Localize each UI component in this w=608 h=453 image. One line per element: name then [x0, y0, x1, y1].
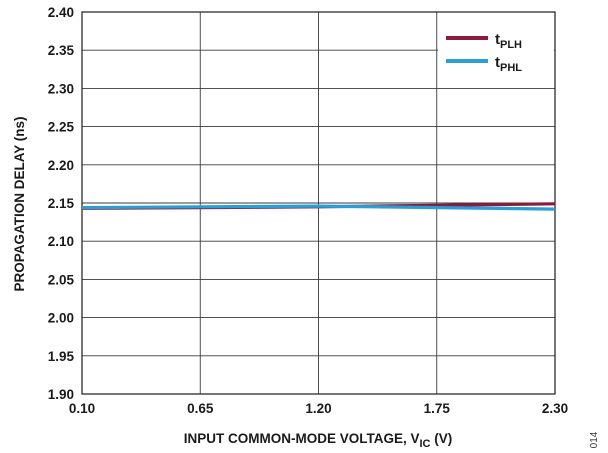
series-lines: [81, 202, 556, 211]
x-tick-label: 1.75: [424, 401, 451, 416]
x-axis-title-unit: (V): [434, 431, 452, 446]
figure-id: 014: [589, 431, 600, 448]
x-axis-title: INPUT COMMON-MODE VOLTAGE, VIC (V): [184, 431, 453, 450]
y-tick-label: 2.25: [48, 120, 75, 135]
legend-label-tplh-main: t: [495, 31, 500, 48]
x-tick-label: 0.10: [69, 401, 95, 416]
x-tick-label: 1.20: [305, 401, 331, 416]
x-axis-title-subscript: IC: [419, 438, 430, 450]
legend-label-tplh: tPLH: [495, 31, 522, 51]
x-tick-label: 0.65: [187, 401, 214, 416]
y-tick-label: 1.90: [48, 387, 74, 402]
y-tick-label: 2.10: [48, 234, 74, 249]
legend-label-tphl-main: t: [495, 54, 500, 71]
plot-frame: [81, 11, 556, 395]
y-tick-label: 2.40: [48, 5, 74, 20]
legend-label-tplh-subscript: PLH: [500, 39, 522, 51]
y-tick-label: 2.35: [48, 43, 75, 58]
x-axis-title-main: INPUT COMMON-MODE VOLTAGE, V: [184, 431, 420, 446]
legend: tPLH tPHL: [438, 27, 554, 77]
legend-label-tphl-subscript: PHL: [500, 62, 522, 74]
y-tick-label: 2.30: [48, 81, 74, 96]
legend-background: [438, 27, 554, 77]
x-axis-ticks: 0.10 0.65 1.20 1.75 2.30: [69, 401, 568, 416]
y-tick-label: 2.05: [48, 272, 75, 287]
legend-label-tphl: tPHL: [495, 54, 522, 74]
y-axis-title: PROPAGATION DELAY (ns): [12, 116, 27, 291]
y-axis-ticks: 1.90 1.95 2.00 2.05 2.10 2.15 2.20 2.25 2.30 2.35…: [48, 5, 75, 402]
y-tick-label: 2.00: [48, 311, 74, 326]
y-tick-label: 2.15: [48, 196, 75, 211]
y-tick-label: 1.95: [48, 349, 75, 364]
y-tick-label: 2.20: [48, 158, 74, 173]
series-line-tphl: [81, 204, 556, 211]
x-tick-label: 2.30: [542, 401, 568, 416]
